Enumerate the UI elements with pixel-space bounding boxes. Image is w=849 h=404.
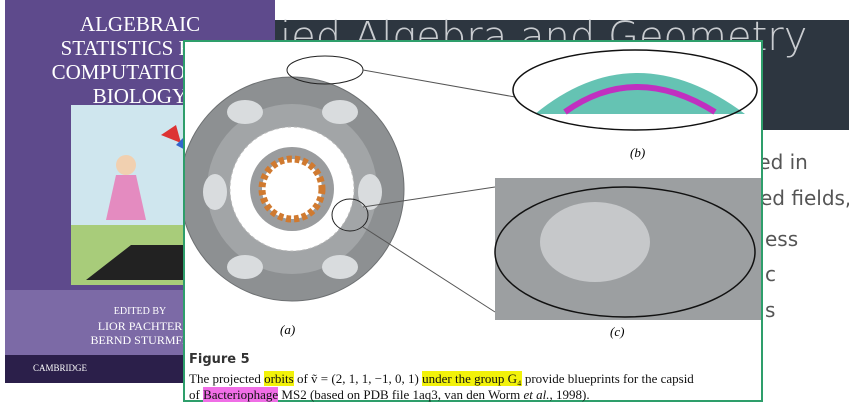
panel-label: (a) (280, 322, 295, 338)
figure-images (185, 42, 761, 342)
figure-label: Figure 5 (189, 352, 250, 367)
caption-text: of ṽ = (2, 1, 1, −1, 0, 1) (294, 371, 422, 386)
highlighted-text: orbits (264, 371, 294, 386)
page: ied Algebra and Geometry sted in ed fiel… (0, 0, 849, 404)
caption-text: MS2 (based on PDB file 1aq3, van den Wor… (278, 387, 523, 402)
book-title: ALGEBRAIC (5, 12, 275, 36)
caption-line: The projected orbits of ṽ = (2, 1, 1, −1… (189, 371, 694, 387)
slide-text: s (765, 298, 775, 322)
caption-text: , 1998). (550, 387, 590, 402)
panel-label: (b) (630, 145, 645, 161)
caption-text: of (189, 387, 203, 402)
slide-text: ess (765, 227, 798, 251)
caption-text: et al. (524, 387, 550, 402)
slide-text: c (765, 262, 776, 286)
slide-text: ed fields, (760, 186, 849, 210)
highlighted-text: Bacteriophage (203, 387, 278, 402)
publisher: CAMBRIDGE (33, 363, 87, 373)
figure: (a) (b) (c) (183, 40, 763, 402)
caption-text: The projected (189, 371, 264, 386)
caption-text: provide blueprints for the capsid (522, 371, 694, 386)
caption-line: of Bacteriophage MS2 (based on PDB file … (189, 387, 590, 403)
panel-label: (c) (610, 324, 624, 340)
highlighted-text: under the group G₄ (422, 371, 521, 386)
